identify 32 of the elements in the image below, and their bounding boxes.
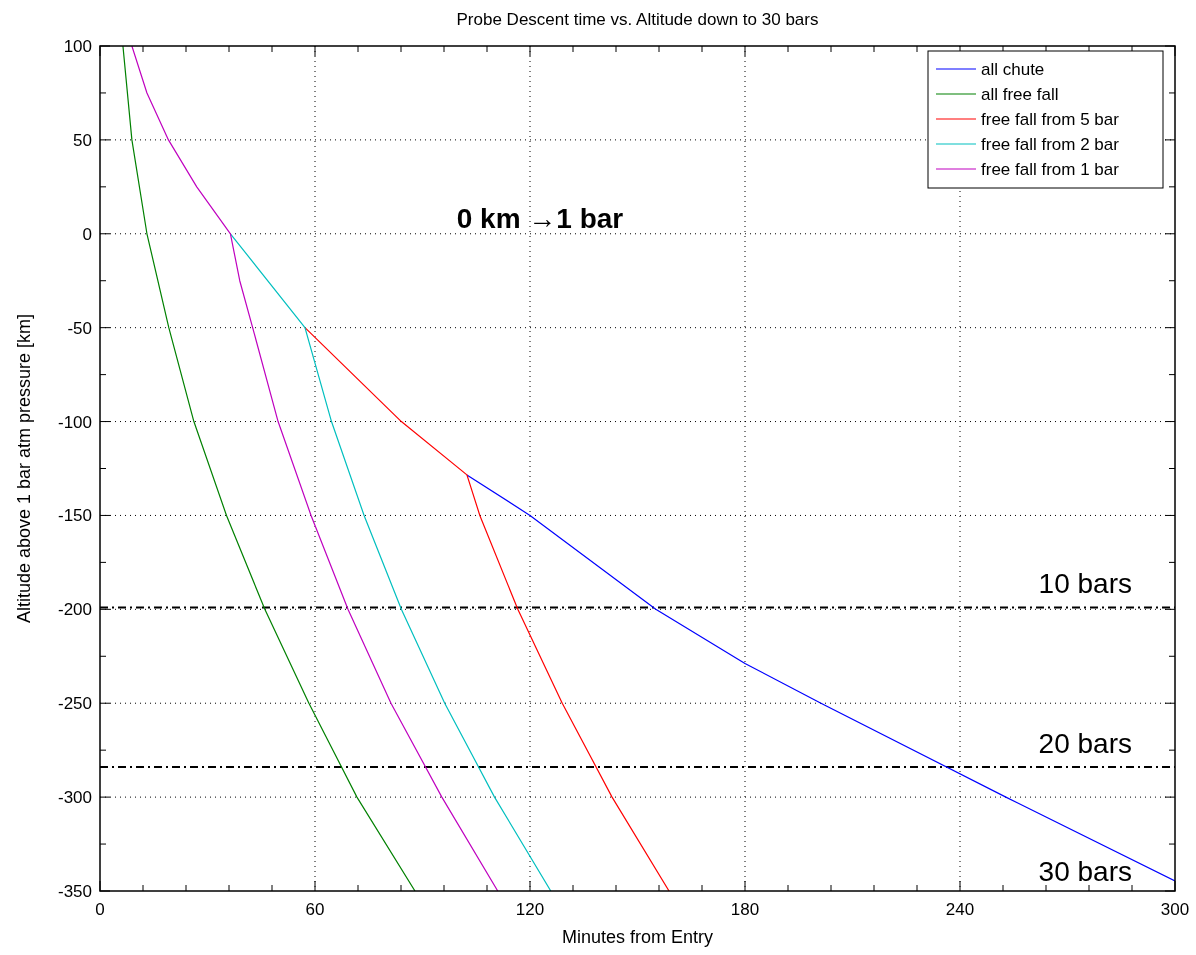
x-tick-label: 60 — [305, 900, 325, 919]
line-series — [229, 233, 552, 891]
x-tick-label: 120 — [515, 900, 545, 919]
y-axis-title: Altitude above 1 bar atm pressure [km] — [14, 313, 34, 624]
line-series — [466, 474, 1175, 882]
ref-line-label: 20 bars — [1038, 728, 1132, 760]
x-tick-label: 300 — [1160, 900, 1190, 919]
legend-label: all free fall — [981, 84, 1059, 104]
x-tick-label: 240 — [945, 900, 975, 919]
y-tick-label: -350 — [57, 881, 92, 901]
legend-label: free fall from 5 bar — [981, 109, 1120, 129]
y-tick-label: 0 — [82, 224, 92, 244]
legend-label: all chute — [981, 59, 1045, 79]
y-tick-label: -250 — [57, 694, 92, 714]
y-tick-label: 100 — [63, 36, 92, 56]
y-tick-label: -100 — [57, 412, 92, 432]
line-series — [122, 46, 416, 891]
legend-label: free fall from 1 bar — [981, 159, 1120, 179]
x-axis-title: Minutes from Entry — [561, 927, 714, 947]
y-tick-label: -200 — [57, 600, 92, 620]
annotation: 0 km →1 bar — [456, 203, 624, 234]
x-tick-label: 0 — [95, 900, 105, 919]
chart-title: Probe Descent time vs. Altitude down to 30 bars — [456, 10, 819, 29]
legend-label: free fall from 2 bar — [981, 134, 1120, 154]
annotation: 30 bars — [1038, 856, 1132, 887]
x-tick-label: 180 — [730, 900, 760, 919]
y-tick-label: -300 — [57, 788, 92, 808]
y-tick-label: 50 — [73, 130, 92, 150]
line-series — [304, 327, 670, 891]
y-tick-label: -150 — [57, 506, 92, 526]
ref-line-label: 10 bars — [1038, 568, 1132, 600]
y-tick-label: -50 — [67, 318, 92, 338]
